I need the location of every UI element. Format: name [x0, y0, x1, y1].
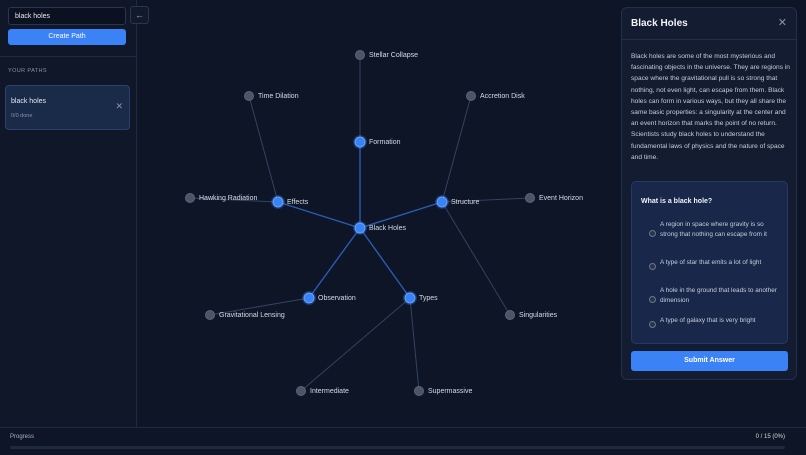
- create-button[interactable]: Create Path: [8, 29, 126, 45]
- node[interactable]: [466, 91, 476, 101]
- progress-bar: Progress 0 / 15 (0%): [0, 427, 806, 455]
- node-label: Singularities: [519, 312, 558, 319]
- node-label: Time Dilation: [258, 93, 299, 100]
- node[interactable]: [354, 222, 366, 234]
- option-text[interactable]: A hole in the ground that leads to anoth…: [660, 287, 777, 304]
- node-label: Black Holes: [369, 225, 406, 232]
- node[interactable]: [272, 196, 284, 208]
- node-label: Gravitational Lensing: [219, 312, 285, 319]
- submit-button[interactable]: Submit Answer: [631, 351, 788, 371]
- node[interactable]: [525, 193, 535, 203]
- node-label: Observation: [318, 295, 356, 302]
- option-text[interactable]: A type of star that emits a lot of light: [660, 259, 762, 266]
- node-label: Structure: [451, 199, 480, 206]
- node[interactable]: [244, 91, 254, 101]
- node[interactable]: [404, 292, 416, 304]
- node-label: Effects: [287, 199, 309, 206]
- node-label: Accretion Disk: [480, 93, 525, 100]
- edge: [359, 227, 411, 299]
- node[interactable]: [354, 136, 366, 148]
- progress-label: Progress: [10, 434, 35, 440]
- edge: [359, 201, 443, 229]
- panel-title: Black Holes: [631, 18, 688, 29]
- close-icon[interactable]: ✕: [777, 17, 787, 29]
- edge: [248, 95, 279, 203]
- node[interactable]: [414, 386, 424, 396]
- edge: [441, 201, 511, 316]
- node-label: Stellar Collapse: [369, 52, 418, 59]
- node[interactable]: [303, 292, 315, 304]
- node-label: Formation: [369, 139, 401, 146]
- edge: [300, 297, 411, 392]
- node-label: Types: [419, 295, 438, 302]
- edge: [441, 95, 472, 203]
- section-label: YOUR PATHS: [8, 68, 47, 74]
- graph: Black Holes Formation Effects Structure Obse…: [185, 50, 583, 396]
- node[interactable]: [355, 50, 365, 60]
- edge: [409, 297, 420, 392]
- node-label: Supermassive: [428, 388, 472, 395]
- path-card[interactable]: black holes 0/0 done ✕: [5, 85, 130, 130]
- node[interactable]: [505, 310, 515, 320]
- option-text[interactable]: A region in space where gravity is so st…: [660, 221, 767, 238]
- radio[interactable]: [649, 230, 656, 237]
- edge: [277, 201, 361, 229]
- detail-panel: Black Holes ✕ Black holes are some of th…: [621, 7, 797, 380]
- collapse-button[interactable]: ←: [130, 6, 149, 24]
- edge: [308, 227, 361, 299]
- edge: [189, 197, 279, 203]
- radio[interactable]: [649, 321, 656, 328]
- edge: [441, 197, 531, 203]
- quiz: What is a black hole? A region in space …: [631, 181, 788, 344]
- option-text[interactable]: A type of galaxy that is very bright: [660, 317, 756, 324]
- delete-icon[interactable]: ✕: [115, 101, 123, 111]
- radio[interactable]: [649, 263, 656, 270]
- divider: [622, 39, 796, 40]
- node-label: Event Horizon: [539, 195, 583, 202]
- path-status: 0/0 done: [11, 113, 33, 119]
- radio[interactable]: [649, 296, 656, 303]
- description: Black holes are some of the most mysteri…: [631, 53, 790, 161]
- node[interactable]: [296, 386, 306, 396]
- divider: [0, 56, 136, 57]
- sidebar: black holes Create Path YOUR PATHS black…: [0, 0, 137, 427]
- search-input[interactable]: black holes: [8, 7, 126, 25]
- node-label: Hawking Radiation: [199, 195, 257, 202]
- node[interactable]: [205, 310, 215, 320]
- node-label: Intermediate: [310, 388, 349, 395]
- edge: [209, 297, 310, 316]
- question: What is a black hole?: [641, 198, 713, 205]
- progress-track: [10, 446, 785, 449]
- progress-value: 0 / 15 (0%): [755, 434, 785, 440]
- node[interactable]: [185, 193, 195, 203]
- path-title: black holes: [11, 98, 47, 105]
- node[interactable]: [436, 196, 448, 208]
